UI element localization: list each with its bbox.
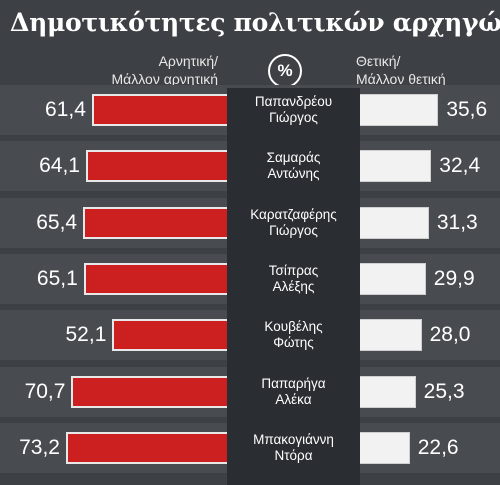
leader-name-line: Καρατζαφέρης — [250, 206, 337, 222]
leader-name-line: Αλέκα — [275, 391, 312, 407]
leader-name-line: Φώτης — [273, 335, 314, 351]
negative-value-label: 65,4 — [36, 210, 78, 234]
leader-name: Τσίπρας Αλέξης — [227, 263, 360, 295]
positive-value-label: 31,3 — [436, 210, 478, 234]
leader-name: Κουβέλης Φώτης — [227, 319, 360, 351]
leader-name: Παπανδρέου Γιώργος — [227, 94, 360, 126]
leader-name: Παπαρήγα Αλέκα — [227, 376, 360, 408]
leader-name: Σαμαράς Αντώνης — [227, 150, 360, 182]
positive-bar — [360, 150, 432, 183]
negative-value-label: 61,4 — [45, 98, 86, 121]
negative-value-label: 70,7 — [24, 379, 66, 403]
negative-legend-label: Αρνητική/ Μάλλον αρνητική — [112, 52, 219, 88]
negative-value-label: 64,1 — [39, 154, 80, 178]
leader-name-line: Παπανδρέου — [254, 94, 333, 109]
leader-name-line: Κουβέλης — [264, 319, 323, 335]
negative-legend-line2: Μάλλον αρνητική — [111, 71, 219, 87]
positive-bar — [360, 94, 439, 126]
negative-bar — [71, 375, 227, 408]
positive-value-label: 22,6 — [417, 435, 459, 459]
positive-bar — [360, 319, 422, 352]
leader-name-line: Τσίπρας — [268, 262, 319, 278]
negative-bar — [83, 206, 227, 239]
positive-bar — [360, 206, 429, 239]
positive-bar — [360, 375, 416, 408]
negative-value-label: 52,1 — [65, 323, 107, 347]
leader-name-line: Μπακογιάννη — [253, 431, 334, 447]
leader-name: Καρατζαφέρης Γιώργος — [227, 207, 360, 239]
positive-legend-line1: Θετική/ — [356, 53, 401, 69]
leader-name-line: Ντόρα — [274, 447, 313, 463]
negative-value-label: 73,2 — [19, 435, 60, 459]
negative-bar — [85, 150, 227, 183]
positive-legend-line2: Μάλλον θετική — [356, 71, 446, 87]
leader-name-line: Σαμαράς — [266, 150, 321, 166]
leader-name: Μπακογιάννη Ντόρα — [227, 432, 360, 464]
negative-bar — [112, 319, 227, 352]
positive-value-label: 28,0 — [429, 323, 471, 347]
chart-title: Δημοτικότητες πολιτικών αρχηγών — [10, 8, 500, 37]
positive-legend-label: Θετική/ Μάλλον θετική — [356, 52, 446, 88]
positive-bar — [360, 431, 410, 464]
positive-value-label: 29,9 — [433, 266, 475, 290]
leader-name-line: Γιώργος — [269, 222, 318, 238]
positive-bar — [360, 262, 426, 295]
positive-value-label: 25,3 — [423, 379, 465, 403]
negative-legend-line1: Αρνητική/ — [158, 53, 218, 69]
leader-name-line: Γιώργος — [269, 110, 318, 125]
positive-value-label: 35,6 — [446, 98, 488, 121]
negative-bar — [91, 94, 227, 126]
negative-bar — [83, 262, 227, 295]
leader-name-line: Αντώνης — [267, 166, 320, 182]
leader-name-line: Αλέξης — [272, 278, 315, 294]
negative-bar — [65, 431, 227, 464]
negative-value-label: 65,1 — [36, 266, 78, 290]
leader-name-line: Παπαρήγα — [261, 375, 326, 391]
positive-value-label: 32,4 — [439, 154, 481, 178]
names-column — [227, 88, 360, 485]
